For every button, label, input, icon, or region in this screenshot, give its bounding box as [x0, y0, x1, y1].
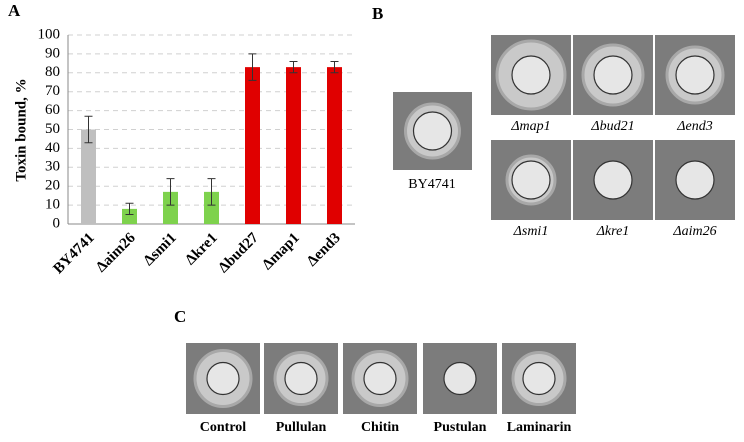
x-tick-label: Δsmi1 [141, 230, 180, 269]
x-tick-label: Δaim26 [93, 230, 139, 276]
panel-label: C [174, 307, 186, 326]
y-tick-label: 0 [53, 215, 61, 231]
x-tick-label: Δmap1 [259, 230, 302, 273]
y-tick-label: 40 [45, 140, 60, 156]
image-caption: Laminarin [507, 420, 572, 435]
error-bar [166, 178, 175, 206]
y-tick-label: 70 [45, 83, 60, 99]
bar [122, 208, 137, 224]
image-caption: BY4741 [408, 177, 455, 192]
bar [163, 191, 178, 224]
error-bar [84, 115, 93, 144]
y-tick-label: 100 [38, 26, 61, 42]
image-caption: Δmap1 [510, 119, 550, 134]
x-tick-label: BY4741 [50, 230, 97, 277]
well [443, 361, 477, 396]
panel-label: A [8, 1, 21, 20]
image-caption: Δkre1 [596, 224, 630, 239]
well [522, 361, 556, 396]
y-tick-label: 20 [45, 178, 60, 194]
well [675, 160, 715, 200]
well [412, 111, 453, 151]
y-tick-label: 10 [45, 197, 60, 213]
y-tick-label: 60 [45, 102, 60, 118]
bar [286, 67, 301, 224]
image-caption: Chitin [361, 420, 399, 435]
y-axis-label: Toxin bound, % [13, 78, 29, 181]
image-caption: Δend3 [676, 119, 712, 134]
error-bar [125, 202, 134, 216]
error-bar [330, 60, 339, 74]
image-caption: Δbud21 [590, 119, 634, 134]
panel-label: B [372, 4, 383, 23]
image-caption: Δaim26 [672, 224, 716, 239]
bar [81, 129, 96, 224]
well [511, 160, 551, 200]
x-tick-label: Δend3 [304, 230, 344, 270]
well [593, 160, 633, 200]
image-caption: Pullulan [276, 420, 327, 435]
bar [204, 191, 219, 224]
image-caption: Pustulan [434, 420, 487, 435]
y-tick-label: 90 [45, 45, 60, 61]
bar [327, 67, 342, 224]
x-tick-label: Δkre1 [182, 230, 220, 268]
well [511, 55, 551, 95]
well [675, 55, 715, 95]
error-bar [248, 53, 257, 81]
well [363, 361, 397, 396]
y-tick-label: 30 [45, 159, 60, 175]
bar [245, 67, 260, 224]
y-tick-label: 50 [45, 121, 60, 137]
x-tick-label: Δbud27 [215, 230, 262, 277]
well [284, 361, 318, 396]
error-bar [289, 60, 298, 74]
well [206, 361, 240, 396]
y-tick-label: 80 [45, 64, 60, 80]
image-caption: Δsmi1 [513, 224, 549, 239]
image-caption: Control [200, 420, 247, 435]
well [593, 55, 633, 95]
error-bar [207, 178, 216, 206]
